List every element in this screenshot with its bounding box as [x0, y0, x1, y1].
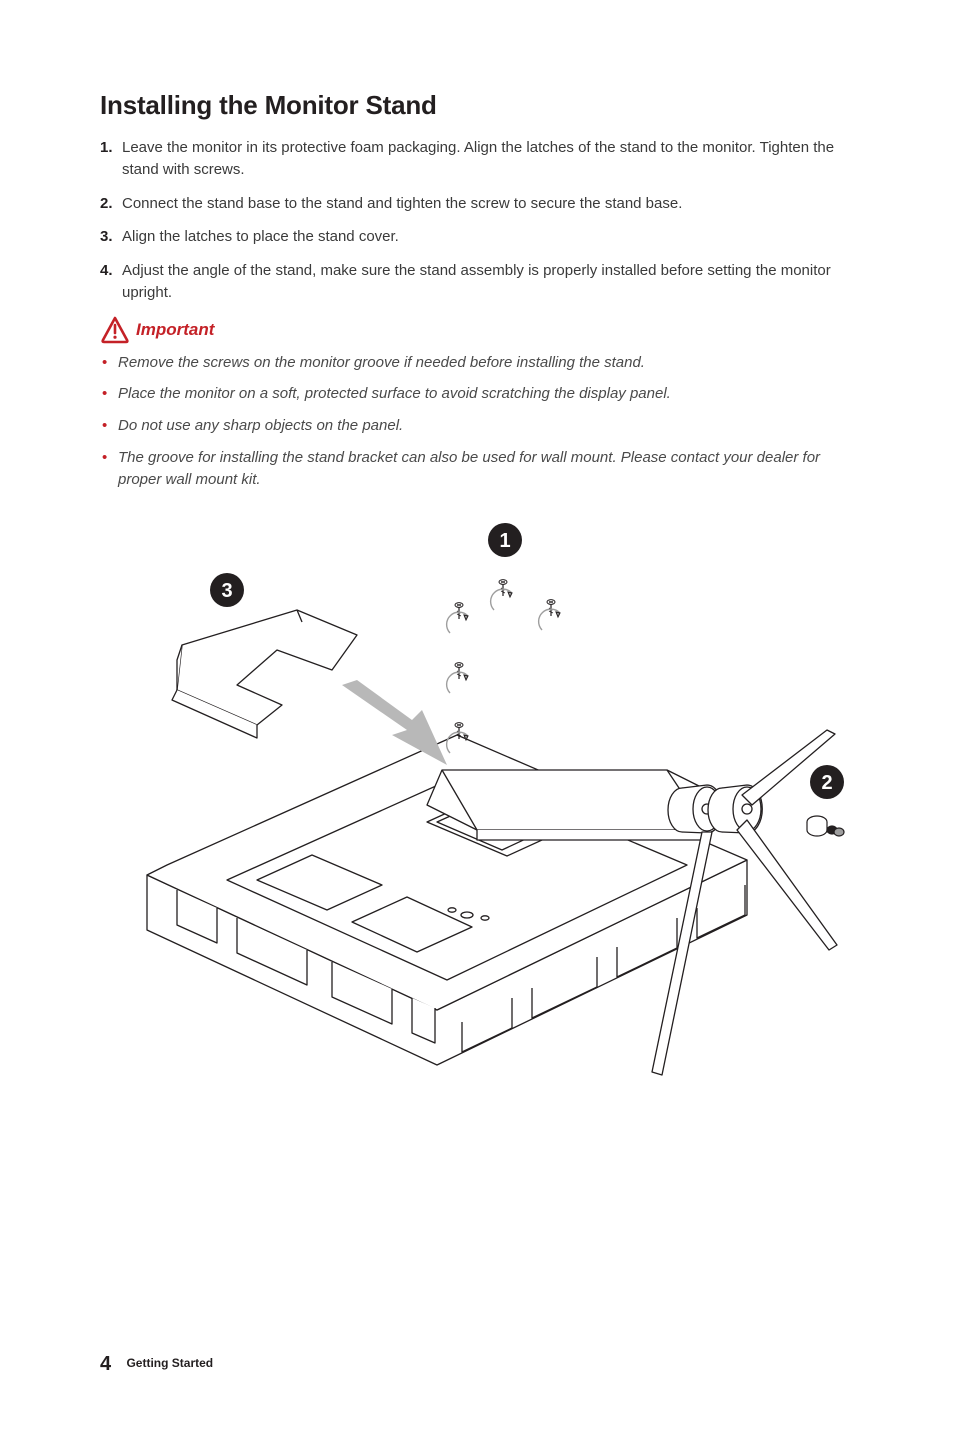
note-4: The groove for installing the stand brac… — [100, 447, 854, 491]
step-number: 2. — [100, 193, 122, 215]
step-text: Connect the stand base to the stand and … — [122, 193, 682, 215]
marker-3: 3 — [210, 573, 244, 607]
step-text: Leave the monitor in its protective foam… — [122, 137, 854, 181]
stand-bracket — [427, 770, 762, 840]
marker-2-label: 2 — [821, 772, 832, 794]
important-callout: Important — [100, 316, 854, 344]
step-text: Adjust the angle of the stand, make sure… — [122, 260, 854, 304]
page-title: Installing the Monitor Stand — [100, 90, 854, 121]
marker-1-label: 1 — [499, 530, 510, 552]
direction-arrow-icon — [342, 680, 447, 765]
step-1: 1. Leave the monitor in its protective f… — [100, 137, 854, 181]
assembly-diagram: 1 3 2 — [100, 510, 854, 1115]
marker-2: 2 — [810, 765, 844, 799]
note-2: Place the monitor on a soft, protected s… — [100, 383, 854, 405]
screws-top — [447, 580, 560, 753]
page-footer: 4 Getting Started — [100, 1353, 213, 1376]
note-3: Do not use any sharp objects on the pane… — [100, 415, 854, 437]
page-number: 4 — [100, 1353, 111, 1375]
warning-icon — [100, 316, 130, 344]
step-4: 4. Adjust the angle of the stand, make s… — [100, 260, 854, 304]
marker-1: 1 — [488, 523, 522, 557]
step-number: 4. — [100, 260, 122, 304]
install-steps: 1. Leave the monitor in its protective f… — [100, 137, 854, 304]
base-screw — [807, 816, 844, 836]
section-name: Getting Started — [126, 1356, 213, 1370]
important-label: Important — [136, 320, 214, 340]
note-1: Remove the screws on the monitor groove … — [100, 352, 854, 374]
step-text: Align the latches to place the stand cov… — [122, 226, 399, 248]
important-notes: Remove the screws on the monitor groove … — [100, 352, 854, 491]
step-3: 3. Align the latches to place the stand … — [100, 226, 854, 248]
stand-cover — [172, 610, 357, 738]
step-2: 2. Connect the stand base to the stand a… — [100, 193, 854, 215]
step-number: 1. — [100, 137, 122, 181]
marker-3-label: 3 — [221, 580, 232, 602]
step-number: 3. — [100, 226, 122, 248]
